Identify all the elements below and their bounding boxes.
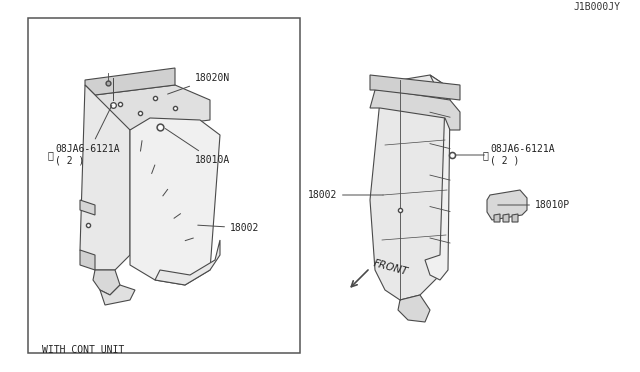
Polygon shape [512, 214, 518, 222]
Polygon shape [425, 75, 450, 280]
Polygon shape [130, 118, 220, 285]
Polygon shape [370, 75, 450, 300]
Polygon shape [487, 190, 527, 220]
Text: 18002: 18002 [308, 190, 383, 200]
Polygon shape [370, 90, 460, 130]
Text: 08JA6-6121A
( 2 ): 08JA6-6121A ( 2 ) [55, 106, 120, 166]
Polygon shape [155, 240, 220, 285]
Polygon shape [80, 250, 95, 270]
Text: 18002: 18002 [198, 223, 259, 233]
Text: Ⓑ: Ⓑ [483, 150, 489, 160]
Text: Ⓑ: Ⓑ [48, 150, 54, 160]
Text: 08JA6-6121A
( 2 ): 08JA6-6121A ( 2 ) [456, 144, 555, 166]
Polygon shape [80, 200, 95, 215]
Polygon shape [90, 85, 210, 130]
Polygon shape [494, 214, 500, 222]
Polygon shape [80, 85, 130, 270]
Bar [28, 18, 300, 353]
Text: WITH CONT UNIT: WITH CONT UNIT [42, 345, 124, 355]
Text: 18020N: 18020N [168, 73, 230, 94]
Polygon shape [85, 68, 175, 95]
Polygon shape [100, 285, 135, 305]
Text: 18010A: 18010A [165, 129, 230, 165]
Text: J1B000JY: J1B000JY [573, 2, 620, 12]
Polygon shape [370, 75, 460, 100]
Polygon shape [398, 295, 430, 322]
Text: 18010P: 18010P [498, 200, 570, 210]
Text: FRONT: FRONT [372, 259, 409, 278]
Polygon shape [503, 214, 509, 222]
Polygon shape [93, 270, 120, 295]
